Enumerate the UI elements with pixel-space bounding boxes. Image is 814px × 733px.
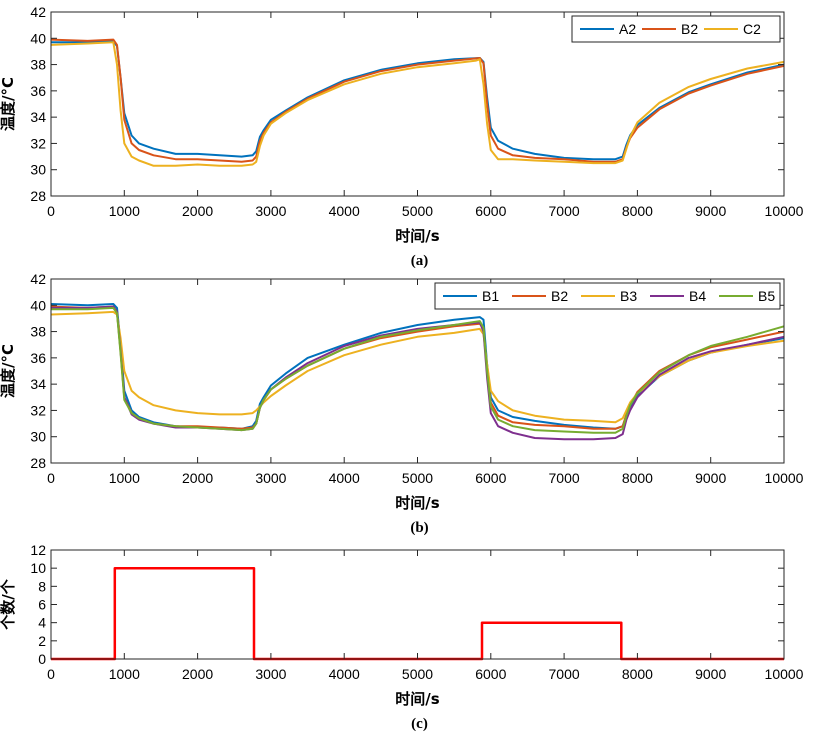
x-tick-label: 5000 <box>402 203 433 219</box>
legend-label-b1: B1 <box>482 288 499 304</box>
axes-box-c <box>50 549 785 660</box>
series-line-a-c2 <box>50 41 785 167</box>
legend-label-b5: B5 <box>758 288 775 304</box>
x-tick-label: 1000 <box>109 666 140 682</box>
x-tick-label: 7000 <box>549 203 580 219</box>
x-axis-label-b: 时间/s <box>395 494 439 512</box>
x-tick-label: 4000 <box>329 666 360 682</box>
x-tick-label: 2000 <box>182 666 213 682</box>
legend-b: B1 B2 B3 B4 B5 <box>434 282 781 310</box>
x-tick-label: 10000 <box>765 666 804 682</box>
y-tick-label: 10 <box>30 560 46 576</box>
legend-label-b3: B3 <box>620 288 637 304</box>
y-tick-label: 34 <box>30 376 46 392</box>
y-tick-label: 40 <box>30 297 46 313</box>
x-tick-label: 6000 <box>475 470 506 486</box>
y-tick-label: 28 <box>30 188 46 204</box>
x-tick-label: 5000 <box>402 666 433 682</box>
legend-a: A2 B2 C2 <box>571 15 781 43</box>
series-line-b-b3 <box>50 310 785 424</box>
series-line-a-b2 <box>50 38 785 163</box>
legend-label-b4: B4 <box>689 288 706 304</box>
x-tick-label: 9000 <box>695 666 726 682</box>
series-line-b-b4 <box>51 305 785 441</box>
y-tick-label: 6 <box>38 597 46 613</box>
x-tick-label: 7000 <box>549 470 580 486</box>
series-line-a-a2 <box>51 39 785 161</box>
x-tick-label: 1000 <box>109 203 140 219</box>
legend-label-b2: B2 <box>551 288 568 304</box>
x-axis-label-c: 时间/s <box>395 690 439 708</box>
y-tick-label: 30 <box>30 162 46 178</box>
x-tick-label: 10000 <box>765 470 804 486</box>
caption-a: (a) <box>411 253 429 269</box>
x-tick-label: 1000 <box>109 470 140 486</box>
x-tick-label: 3000 <box>255 203 286 219</box>
y-tick-label: 38 <box>30 57 46 73</box>
y-tick-label: 42 <box>30 4 46 20</box>
y-tick-label: 40 <box>30 30 46 46</box>
x-tick-label: 9000 <box>695 470 726 486</box>
y-tick-label: 36 <box>30 83 46 99</box>
x-tick-label: 0 <box>47 470 55 486</box>
y-tick-label: 32 <box>30 135 46 151</box>
x-tick-label: 2000 <box>182 470 213 486</box>
y-axis-label-c: 个数/个 <box>0 578 17 630</box>
y-tick-label: 12 <box>30 542 46 558</box>
x-tick-label: 4000 <box>329 470 360 486</box>
x-tick-label: 3000 <box>255 470 286 486</box>
x-tick-label: 4000 <box>329 203 360 219</box>
x-tick-label: 5000 <box>402 470 433 486</box>
x-tick-label: 6000 <box>475 203 506 219</box>
x-tick-label: 8000 <box>622 470 653 486</box>
chart-panel-a: 0 1000 2000 3000 4000 5000 6000 7000 8000 9000 100… <box>0 4 804 269</box>
y-tick-label: 30 <box>30 429 46 445</box>
x-tick-label: 9000 <box>695 203 726 219</box>
x-tick-label: 8000 <box>622 666 653 682</box>
series-line-b-b5 <box>51 306 785 434</box>
x-tick-label: 2000 <box>182 203 213 219</box>
y-tick-label: 0 <box>38 651 46 667</box>
series-line-c-count <box>51 566 784 661</box>
y-tick-label: 32 <box>30 402 46 418</box>
y-tick-label: 4 <box>38 615 46 631</box>
y-tick-label: 8 <box>38 578 46 594</box>
chart-panel-c: 0 1000 2000 3000 4000 5000 6000 7000 8000 9000 100… <box>0 542 804 732</box>
legend-label-a2: A2 <box>619 21 636 37</box>
caption-b: (b) <box>410 520 428 536</box>
y-tick-label: 34 <box>30 109 46 125</box>
x-tick-label: 0 <box>47 203 55 219</box>
legend-label-b2: B2 <box>681 21 698 37</box>
x-tick-label: 6000 <box>475 666 506 682</box>
caption-c: (c) <box>411 716 428 732</box>
x-tick-label: 0 <box>47 666 55 682</box>
x-tick-label: 8000 <box>622 203 653 219</box>
chart-panel-b: 0 1000 2000 3000 4000 5000 6000 7000 8000 9000 100… <box>0 271 804 536</box>
y-axis-label-b: 温度/°C <box>0 344 17 398</box>
y-tick-label: 38 <box>30 324 46 340</box>
y-tick-label: 36 <box>30 350 46 366</box>
x-tick-label: 3000 <box>255 666 286 682</box>
y-axis-label-a: 温度/°C <box>0 77 17 131</box>
x-tick-label: 10000 <box>765 203 804 219</box>
y-tick-label: 42 <box>30 271 46 287</box>
x-tick-label: 7000 <box>549 666 580 682</box>
y-tick-label: 28 <box>30 455 46 471</box>
y-tick-label: 2 <box>38 633 46 649</box>
legend-label-c2: C2 <box>743 21 761 37</box>
x-axis-label-a: 时间/s <box>395 227 439 245</box>
